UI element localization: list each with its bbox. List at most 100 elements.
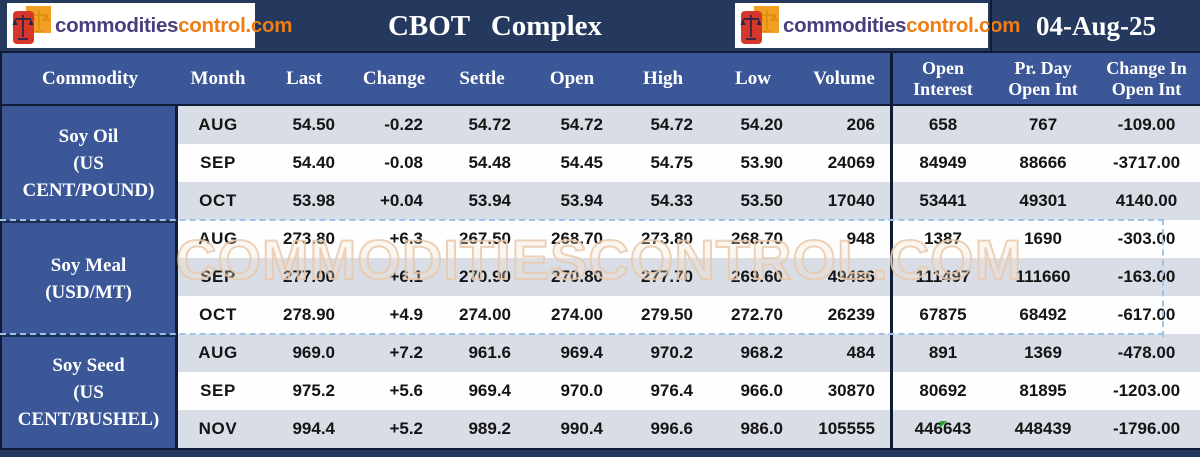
cell-change-in-open-int[interactable]: -163.00 bbox=[1117, 267, 1176, 286]
cell-settle[interactable]: 270.90 bbox=[459, 267, 511, 286]
cell-change[interactable]: +4.9 bbox=[389, 305, 423, 324]
cell-change-in-open-int[interactable]: -109.00 bbox=[1117, 115, 1176, 134]
cell-pr-day-open-int[interactable]: 1369 bbox=[1024, 343, 1062, 362]
column-header-volume[interactable]: Volume bbox=[813, 67, 875, 89]
cell-volume[interactable]: 24069 bbox=[827, 153, 875, 172]
cell-open-interest[interactable]: 658 bbox=[890, 106, 993, 144]
cell-change-in-open-int[interactable]: -617.00 bbox=[1117, 305, 1176, 324]
cell-pr-day-open-int[interactable]: 81895 bbox=[1019, 381, 1067, 400]
cell-open[interactable]: 969.4 bbox=[560, 343, 603, 362]
cell-last[interactable]: 969.0 bbox=[292, 343, 335, 362]
cell-low[interactable]: 53.50 bbox=[740, 191, 783, 210]
cell-volume[interactable]: 206 bbox=[846, 115, 875, 134]
cell-volume[interactable]: 17040 bbox=[827, 191, 875, 210]
cell-settle[interactable]: 54.72 bbox=[468, 115, 511, 134]
cell-pr-day-open-int[interactable]: 1690 bbox=[1024, 229, 1062, 248]
cell-change[interactable]: +0.04 bbox=[379, 191, 423, 210]
cell-settle[interactable]: 54.48 bbox=[468, 153, 511, 172]
cell-high[interactable]: 273.80 bbox=[641, 229, 693, 248]
cell-open-interest[interactable]: 53441 bbox=[890, 182, 993, 220]
cell-open[interactable]: 268.70 bbox=[551, 229, 603, 248]
cell-low[interactable]: 54.20 bbox=[740, 115, 783, 134]
cell-month[interactable]: NOV bbox=[198, 419, 238, 438]
column-header-month[interactable]: Month bbox=[190, 67, 246, 89]
cell-last[interactable]: 54.40 bbox=[292, 153, 335, 172]
cell-high[interactable]: 279.50 bbox=[641, 305, 693, 324]
cell-last[interactable]: 277.00 bbox=[283, 267, 335, 286]
cell-last[interactable]: 994.4 bbox=[292, 419, 335, 438]
cell-month[interactable]: SEP bbox=[200, 153, 236, 172]
cell-month[interactable]: OCT bbox=[199, 305, 237, 324]
cell-settle[interactable]: 989.2 bbox=[468, 419, 511, 438]
cell-high[interactable]: 54.72 bbox=[650, 115, 693, 134]
cell-pr-day-open-int[interactable]: 68492 bbox=[1019, 305, 1067, 324]
cell-month[interactable]: OCT bbox=[199, 191, 237, 210]
cell-change-in-open-int[interactable]: -478.00 bbox=[1117, 343, 1176, 362]
cell-settle[interactable]: 274.00 bbox=[459, 305, 511, 324]
cell-pr-day-open-int[interactable]: 111660 bbox=[1015, 267, 1071, 286]
cell-last[interactable]: 975.2 bbox=[292, 381, 335, 400]
cell-open[interactable]: 274.00 bbox=[551, 305, 603, 324]
cell-open[interactable]: 53.94 bbox=[560, 191, 603, 210]
cell-change[interactable]: +6.3 bbox=[389, 229, 423, 248]
cell-change-in-open-int[interactable]: -303.00 bbox=[1117, 229, 1176, 248]
cell-change[interactable]: -0.08 bbox=[384, 153, 423, 172]
cell-change[interactable]: +5.2 bbox=[389, 419, 423, 438]
commodity-label[interactable]: Soy Oil (US CENT/POUND) bbox=[0, 106, 178, 220]
cell-month[interactable]: AUG bbox=[198, 229, 238, 248]
cell-open[interactable]: 270.80 bbox=[551, 267, 603, 286]
cell-high[interactable]: 976.4 bbox=[650, 381, 693, 400]
cell-high[interactable]: 54.33 bbox=[650, 191, 693, 210]
cell-change-in-open-int[interactable]: 4140.00 bbox=[1115, 191, 1178, 210]
column-header-high[interactable]: High bbox=[642, 67, 684, 89]
cell-last[interactable]: 54.50 bbox=[292, 115, 335, 134]
column-header-last[interactable]: Last bbox=[286, 67, 322, 89]
cell-change-in-open-int[interactable]: -3717.00 bbox=[1112, 153, 1181, 172]
column-header-change[interactable]: Change bbox=[362, 67, 426, 89]
cell-high[interactable]: 54.75 bbox=[650, 153, 693, 172]
cell-volume[interactable]: 49486 bbox=[827, 267, 875, 286]
cell-settle[interactable]: 267.50 bbox=[459, 229, 511, 248]
cell-change[interactable]: +5.6 bbox=[389, 381, 423, 400]
cell-last[interactable]: 273.80 bbox=[283, 229, 335, 248]
cell-open[interactable]: 54.45 bbox=[560, 153, 603, 172]
cell-pr-day-open-int[interactable]: 49301 bbox=[1019, 191, 1067, 210]
cell-change[interactable]: +7.2 bbox=[389, 343, 423, 362]
cell-last[interactable]: 53.98 bbox=[292, 191, 335, 210]
cell-open-interest[interactable]: 446643 bbox=[890, 410, 993, 448]
column-header-pr-day-open-int[interactable]: Pr. Day Open Int bbox=[1008, 57, 1078, 99]
cell-month[interactable]: SEP bbox=[200, 381, 236, 400]
cell-high[interactable]: 277.70 bbox=[641, 267, 693, 286]
column-header-change-in-open-int[interactable]: Change In Open Int bbox=[1106, 57, 1187, 99]
cell-open[interactable]: 970.0 bbox=[560, 381, 603, 400]
cell-change[interactable]: -0.22 bbox=[384, 115, 423, 134]
cell-volume[interactable]: 105555 bbox=[818, 419, 875, 438]
cell-pr-day-open-int[interactable]: 767 bbox=[1028, 115, 1058, 134]
cell-low[interactable]: 968.2 bbox=[740, 343, 783, 362]
cell-low[interactable]: 272.70 bbox=[731, 305, 783, 324]
cell-volume[interactable]: 484 bbox=[846, 343, 875, 362]
cell-open-interest[interactable]: 84949 bbox=[890, 144, 993, 182]
commodity-label[interactable]: Soy Meal (USD/MT) bbox=[0, 220, 178, 334]
cell-month[interactable]: AUG bbox=[198, 343, 238, 362]
cell-open-interest[interactable]: 111497 bbox=[890, 258, 993, 296]
column-header-settle[interactable]: Settle bbox=[459, 67, 505, 89]
cell-low[interactable]: 986.0 bbox=[740, 419, 783, 438]
cell-low[interactable]: 268.70 bbox=[731, 229, 783, 248]
cell-low[interactable]: 53.90 bbox=[740, 153, 783, 172]
cell-open-interest[interactable]: 67875 bbox=[890, 296, 993, 334]
cell-high[interactable]: 970.2 bbox=[650, 343, 693, 362]
cell-low[interactable]: 269.60 bbox=[731, 267, 783, 286]
cell-change[interactable]: +6.1 bbox=[389, 267, 423, 286]
cell-pr-day-open-int[interactable]: 448439 bbox=[1014, 419, 1072, 438]
column-header-open[interactable]: Open bbox=[549, 67, 595, 89]
cell-last[interactable]: 278.90 bbox=[283, 305, 335, 324]
cell-change-in-open-int[interactable]: -1796.00 bbox=[1112, 419, 1181, 438]
cell-settle[interactable]: 53.94 bbox=[468, 191, 511, 210]
commoditiescontrol-logo[interactable]: commoditiescontrol.com bbox=[7, 3, 292, 48]
cell-open[interactable]: 990.4 bbox=[560, 419, 603, 438]
cell-settle[interactable]: 961.6 bbox=[468, 343, 511, 362]
cell-volume[interactable]: 30870 bbox=[827, 381, 875, 400]
cell-pr-day-open-int[interactable]: 88666 bbox=[1019, 153, 1067, 172]
commodity-label[interactable]: Soy Seed (US CENT/BUSHEL) bbox=[0, 334, 178, 448]
